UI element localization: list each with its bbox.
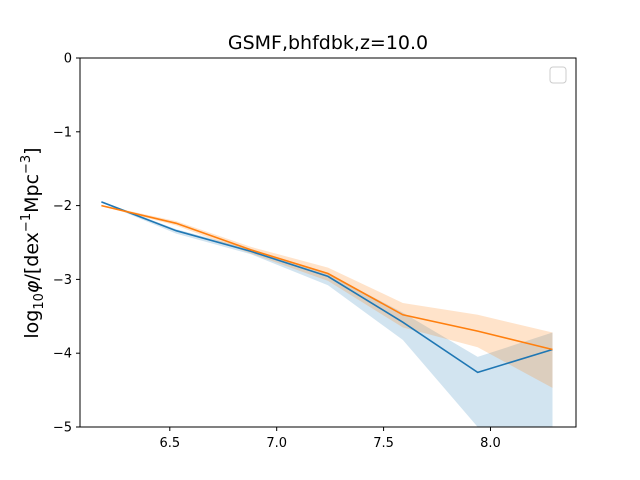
- y-tick-label: −2: [53, 199, 72, 214]
- y-axis-label: log10φ/[dex−1Mpc−3]: [19, 147, 47, 338]
- y-tick-label: −1: [53, 125, 72, 140]
- confidence-bands: [101, 201, 553, 427]
- series-1-line: [101, 201, 553, 374]
- series-2-line: [101, 204, 553, 351]
- x-tick-label: 7.0: [266, 436, 287, 451]
- chart-title: GSMF,bhfdbk,z=10.0: [228, 32, 428, 54]
- x-tick-label: 6.5: [159, 436, 180, 451]
- x-tick-label: 7.5: [373, 436, 394, 451]
- x-axis-ticks: 6.5 7.0 7.5 8.0: [159, 427, 501, 451]
- y-axis-ticks: 0 −1 −2 −3 −4 −5: [53, 52, 80, 436]
- series-lines: [101, 201, 553, 374]
- y-tick-label: −3: [53, 273, 72, 288]
- series-1-band: [101, 201, 553, 427]
- y-tick-label: −5: [53, 421, 72, 436]
- plot-frame: [79, 57, 577, 428]
- y-tick-label: −4: [53, 347, 72, 362]
- legend-box: [549, 66, 567, 84]
- y-tick-label: 0: [64, 52, 72, 67]
- x-tick-label: 8.0: [480, 436, 501, 451]
